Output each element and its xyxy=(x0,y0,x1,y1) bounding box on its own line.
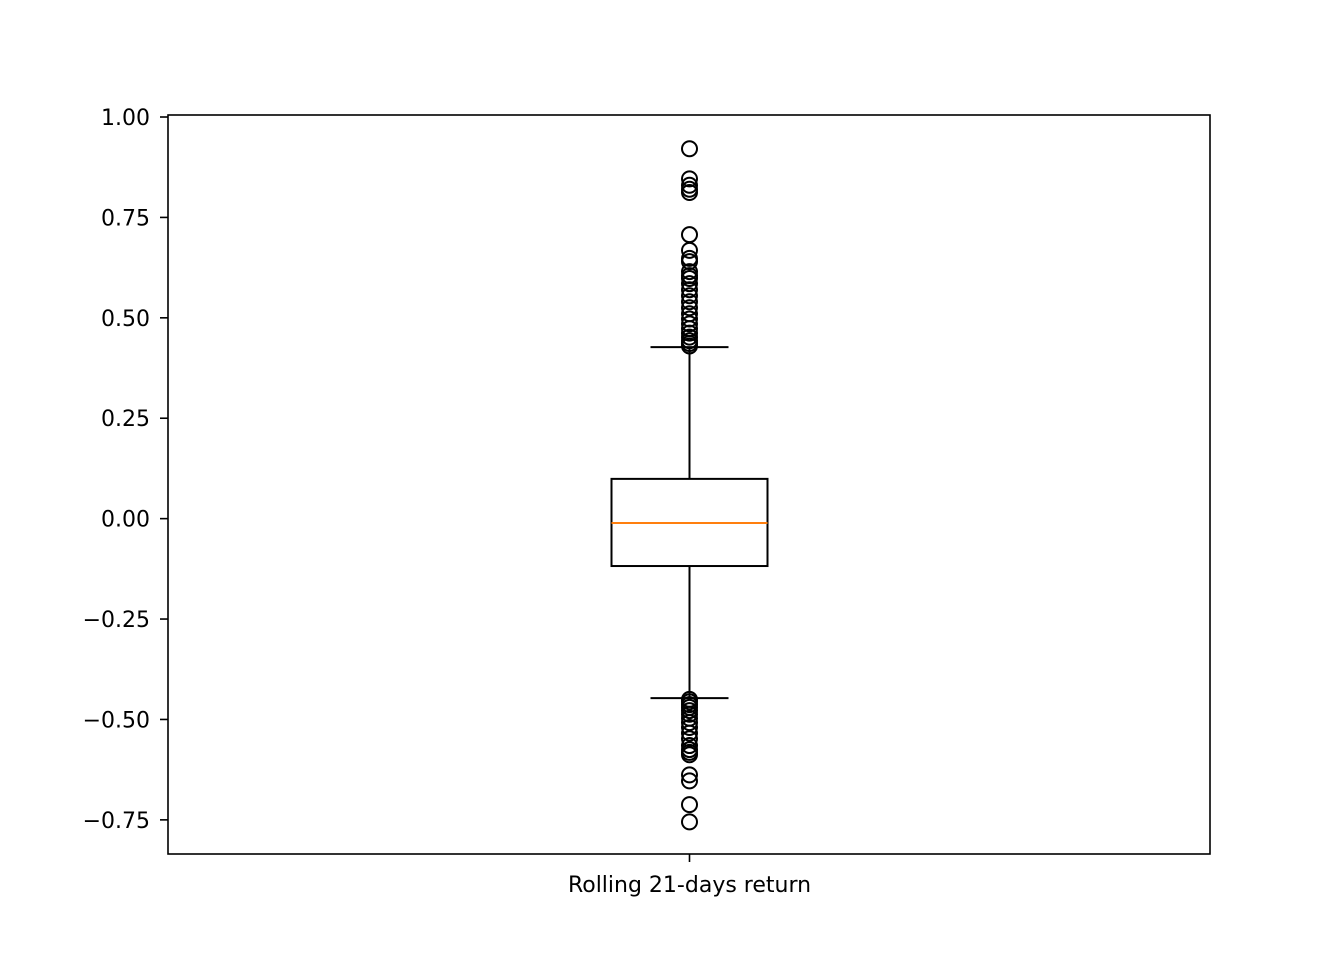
outlier-point-high xyxy=(681,287,698,305)
outlier-point-high xyxy=(681,184,698,202)
outlier-point-high xyxy=(681,170,698,188)
outlier-point-high xyxy=(681,315,698,333)
outlier-point-low xyxy=(681,724,698,742)
outlier-point-high xyxy=(681,337,698,355)
y-tick-label: 0.50 xyxy=(101,307,150,332)
outlier-point-high xyxy=(681,281,698,299)
outlier-point-high xyxy=(681,241,698,259)
y-tick-label: 0.25 xyxy=(101,407,150,432)
x-axis: Rolling 21-days return xyxy=(568,854,811,898)
outlier-point-high xyxy=(681,269,698,287)
x-tick-label: Rolling 21-days return xyxy=(568,873,811,898)
outlier-point-low xyxy=(681,746,698,764)
y-tick-label: −0.50 xyxy=(83,708,150,733)
y-tick-label: 0.75 xyxy=(101,206,150,231)
y-tick-label: 1.00 xyxy=(101,106,150,131)
outlier-point-high xyxy=(681,176,698,194)
y-tick-label: −0.25 xyxy=(83,608,150,633)
plot-frame xyxy=(167,114,1211,855)
outlier-point-low xyxy=(681,766,698,784)
outlier-point-low xyxy=(681,730,698,748)
outlier-point-high xyxy=(681,324,698,342)
outlier-point-high xyxy=(681,275,698,293)
outlier-point-low xyxy=(681,714,698,732)
y-tick-label: 0.00 xyxy=(101,508,150,533)
outlier-point-low xyxy=(681,705,698,723)
y-axis: 1.00 0.75 0.50 0.25 0.00 −0.25 −0.50 −0.75 xyxy=(83,106,168,834)
outlier-point-high xyxy=(681,140,698,158)
outlier-point-low xyxy=(681,718,698,736)
outlier-point-low xyxy=(681,772,698,790)
chart-marks xyxy=(610,140,769,831)
outlier-point-high xyxy=(681,299,698,317)
outlier-point-low xyxy=(681,737,698,755)
outlier-point-low xyxy=(681,813,698,831)
y-tick-label: −0.75 xyxy=(83,809,150,834)
outlier-point-high xyxy=(681,293,698,311)
outlier-point-high xyxy=(681,263,698,281)
outlier-point-low xyxy=(681,796,698,814)
